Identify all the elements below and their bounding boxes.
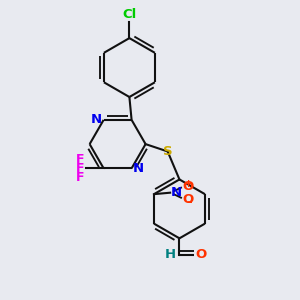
Text: N: N [91,113,102,126]
Text: H: H [165,248,176,261]
Text: F: F [76,153,85,166]
Text: O: O [182,180,194,193]
Text: +: + [184,179,194,189]
Text: F: F [76,162,85,175]
Text: N: N [171,186,182,199]
Text: O: O [182,193,194,206]
Text: O: O [196,248,207,261]
Text: S: S [164,145,173,158]
Text: N: N [133,162,144,176]
Text: -: - [186,194,192,208]
Text: F: F [76,171,85,184]
Text: Cl: Cl [122,8,136,21]
